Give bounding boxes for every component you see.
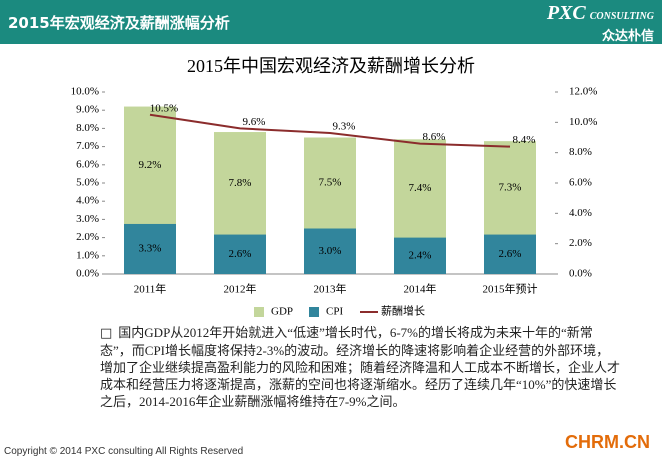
data-label: 2.4% [409, 249, 432, 261]
legend-label: 薪酬增长 [381, 304, 425, 318]
paragraph-text: 国内GDP从2012年开始就进入“低速”增长时代，6-7%的增长将成为未来十年的… [100, 325, 621, 409]
paragraph: □ 国内GDP从2012年开始就进入“低速”增长时代，6-7%的增长将成为未来十年… [100, 324, 620, 410]
data-label: 3.0% [319, 245, 342, 257]
y-tick-label: 10.0% [71, 86, 99, 98]
y2-tick-label: 4.0% [569, 207, 592, 219]
data-label: 2.6% [229, 248, 252, 260]
y2-tick-label: 6.0% [569, 177, 592, 189]
bullet: □ [100, 326, 113, 341]
data-label: 2.6% [499, 248, 522, 260]
data-label: 7.8% [229, 177, 252, 189]
logo: PXC CONSULTING 众达朴信 [547, 2, 654, 45]
y-tick-label: 1.0% [76, 249, 99, 261]
chart-title: 2015年中国宏观经济及薪酬增长分析 [187, 56, 475, 76]
y-tick-label: 8.0% [76, 122, 99, 134]
x-tick-label: 2011年 [134, 282, 167, 296]
data-label: 8.4% [513, 134, 536, 146]
y-tick-label: 6.0% [76, 158, 99, 170]
logo-mark: PXC [546, 2, 586, 24]
y-tick-label: 5.0% [76, 177, 99, 189]
y2-tick-label: 0.0% [569, 268, 592, 280]
y-tick-label: 0.0% [76, 268, 99, 280]
x-tick-label: 2012年 [224, 282, 257, 296]
header-title: 2015年宏观经济及薪酬涨幅分析 [8, 14, 230, 32]
y-tick-label: 3.0% [76, 213, 99, 225]
y2-tick-label: 2.0% [569, 237, 592, 249]
y2-tick-label: 12.0% [569, 86, 597, 98]
data-label: 7.3% [499, 181, 522, 193]
legend-label: CPI [326, 306, 343, 318]
logo-cn: 众达朴信 [601, 28, 654, 43]
bar [214, 234, 266, 274]
data-label: 9.2% [139, 159, 162, 171]
bar [304, 228, 356, 274]
bar [124, 223, 176, 274]
y-tick-label: 7.0% [76, 140, 99, 152]
y-tick-label: 4.0% [76, 195, 99, 207]
legend-label: GDP [271, 306, 293, 318]
legend-swatch [254, 307, 264, 317]
bar [394, 237, 446, 274]
x-tick-label: 2014年 [404, 282, 437, 296]
chart: 2015年中国宏观经济及薪酬增长分析 0.0% 1.0% 2.0% 3.0% 4.0% 5… [71, 56, 598, 318]
footer: Copyright © 2014 PXC consulting All Righ… [4, 446, 244, 457]
y-tick-label: 2.0% [76, 231, 99, 243]
data-label: 7.5% [319, 177, 342, 189]
data-label: 9.3% [333, 120, 356, 132]
data-label: 9.6% [243, 116, 266, 128]
x-tick-label: 2013年 [314, 282, 347, 296]
y2-tick-label: 10.0% [569, 116, 597, 128]
data-label: 8.6% [423, 131, 446, 143]
logo-sub: CONSULTING [589, 11, 654, 22]
bar [484, 234, 536, 274]
y2-tick-label: 8.0% [569, 146, 592, 158]
line [149, 113, 511, 148]
x-tick-label: 2015年预计 [483, 282, 538, 296]
data-label: 10.5% [150, 102, 178, 114]
data-label: 3.3% [139, 243, 162, 255]
y-tick-label: 9.0% [76, 104, 99, 116]
legend-swatch [309, 307, 319, 317]
watermark: CHRM.CN [565, 432, 650, 452]
header: 2015年宏观经济及薪酬涨幅分析 PXC CONSULTING 众达朴信 [0, 0, 662, 44]
data-label: 7.4% [409, 182, 432, 194]
